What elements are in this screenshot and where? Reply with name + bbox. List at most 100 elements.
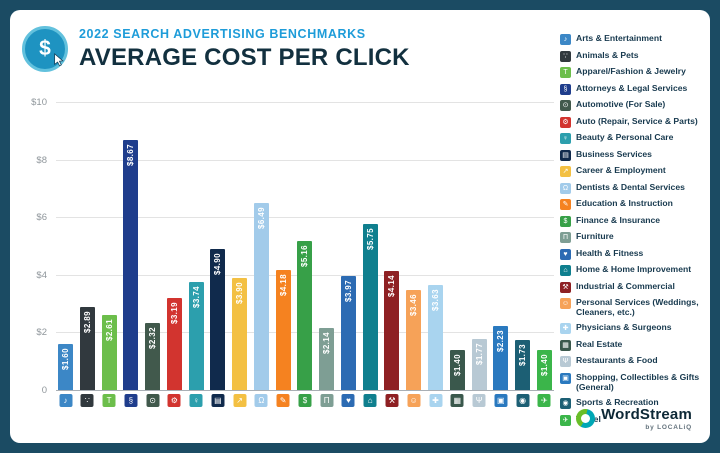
legend-item: ⌂ Home & Home Improvement [560, 264, 706, 276]
legend-label: Business Services [576, 148, 652, 159]
bar-value-label: $1.40 [452, 353, 462, 376]
legend-item: § Attorneys & Legal Services [560, 83, 706, 95]
bar-column: $3.74 ♀ [187, 102, 206, 407]
person-icon: ☺ [407, 394, 421, 407]
bar-value-label: $6.49 [256, 207, 266, 230]
legend-item: ✎ Education & Instruction [560, 198, 706, 210]
music-note-icon: ♪ [560, 34, 571, 45]
bar: $4.14 [384, 270, 400, 390]
legend-item: Π Furniture [560, 231, 706, 243]
paw-icon: ∵ [560, 50, 571, 62]
bar: $3.90 [232, 277, 248, 390]
dollar-icon: $ [298, 394, 312, 407]
pencil-icon: ✎ [276, 394, 290, 407]
legend-label: Physicians & Surgeons [576, 322, 672, 333]
briefcase-icon: ▤ [560, 149, 571, 161]
legend-item: $ Finance & Insurance [560, 215, 706, 227]
legend-label: Apparel/Fashion & Jewelry [576, 66, 686, 76]
ball-icon: ◉ [516, 394, 530, 407]
bar-column: $1.40 ✈ [535, 102, 554, 407]
bar: $5.16 [297, 241, 313, 390]
hammer-icon: ⚒ [560, 281, 571, 293]
y-tick-label: 0 [41, 385, 47, 396]
gridline [56, 217, 554, 219]
bar: $2.23 [493, 325, 509, 390]
career-growth-icon: ↗ [560, 166, 571, 177]
gift-box-icon: ▣ [494, 394, 508, 407]
legend-item: ☺ Personal Services (Weddings, Cleaners,… [560, 297, 706, 318]
bar: $4.90 [210, 248, 226, 390]
bar-value-label: $1.60 [61, 347, 70, 370]
person-icon: ☺ [560, 298, 571, 309]
tooth-icon: Ω [254, 394, 268, 407]
bar-column: $1.73 ◉ [513, 102, 532, 407]
legend-label: Sports & Recreation [576, 397, 659, 408]
tshirt-icon: T [560, 67, 571, 78]
bar: $2.61 [101, 314, 117, 390]
bar-column: $1.77 Ψ [470, 102, 489, 407]
heart-icon: ♥ [341, 394, 355, 407]
page-title: AVERAGE COST PER CLICK [79, 43, 410, 71]
legend-item: ⊙ Automotive (For Sale) [560, 99, 706, 111]
bar-column: $3.97 ♥ [339, 102, 358, 407]
bar-column: $4.90 ▤ [208, 102, 227, 407]
gridline [56, 102, 554, 103]
bar: $3.63 [428, 285, 444, 390]
legend-label: Beauty & Personal Care [576, 132, 674, 142]
dollar-icon: $ [560, 215, 571, 227]
bar: $3.97 [340, 275, 356, 390]
gift-box-icon: ▣ [560, 372, 571, 384]
brand-subtitle: by LOCALiQ [645, 424, 692, 431]
medical-cross-icon: ✚ [560, 323, 571, 335]
infographic-card: $ 2022 SEARCH ADVERTISING BENCHMARKS AVE… [10, 10, 710, 443]
bar-value-label: $1.73 [518, 344, 528, 367]
plane-icon: ✈ [537, 394, 551, 407]
legend-label: Home & Home Improvement [576, 264, 692, 274]
bar-column: $2.61 T [100, 102, 119, 407]
bar: $3.46 [406, 290, 422, 390]
bar-value-label: $2.89 [82, 310, 92, 333]
y-tick-label: $4 [36, 269, 47, 281]
furniture-icon: Π [560, 232, 571, 243]
bar-value-label: $5.75 [365, 228, 375, 251]
bar-value-label: $2.32 [148, 327, 158, 350]
bar: $1.77 [471, 339, 487, 390]
bar-column: $6.49 Ω [252, 102, 271, 407]
legend-item: ▣ Shopping, Collectibles & Gifts (Genera… [560, 372, 706, 393]
bar: $6.49 [253, 203, 269, 390]
bar-value-label: $2.23 [496, 329, 506, 352]
y-tick-label: $6 [36, 212, 47, 224]
music-note-icon: ♪ [59, 394, 72, 407]
house-icon: ⌂ [560, 265, 571, 276]
building-icon: ▦ [560, 339, 571, 351]
legend-item: ♪ Arts & Entertainment [560, 33, 706, 45]
legal-section-icon: § [124, 394, 138, 407]
legend: ♪ Arts & Entertainment ∵ Animals & Pets … [560, 33, 706, 426]
bar-column: $3.90 ↗ [230, 102, 249, 407]
legend-label: Real Estate [576, 338, 623, 349]
legend-label: Education & Instruction [576, 198, 673, 208]
bar-column: $2.89 ∵ [78, 102, 97, 407]
bar-column: $2.14 Π [317, 102, 336, 407]
hammer-icon: ⚒ [385, 394, 399, 407]
wrench-gear-icon: ⚙ [167, 394, 181, 407]
legend-label: Industrial & Commercial [576, 280, 675, 291]
bar-value-label: $5.16 [300, 245, 310, 268]
bar-value-label: $4.18 [278, 273, 288, 296]
bar-value-label: $3.46 [409, 294, 419, 317]
bar-value-label: $4.14 [387, 274, 397, 297]
tshirt-icon: T [102, 394, 116, 407]
legend-label: Dentists & Dental Services [576, 181, 685, 192]
legend-item: ⚒ Industrial & Commercial [560, 280, 706, 293]
bar-value-label: $4.90 [213, 252, 223, 275]
legend-item: ↗ Career & Employment [560, 165, 706, 177]
bars: $1.60 ♪ $2.89 ∵ $2.61 T $8.67 § $2.32 ⊙ … [56, 102, 554, 407]
footer-logo: WordStream by LOCALiQ [576, 406, 692, 431]
kicker: 2022 SEARCH ADVERTISING BENCHMARKS [79, 26, 366, 41]
bar-value-label: $3.74 [191, 286, 201, 309]
bar-value-label: $3.63 [431, 289, 441, 312]
bar: $1.73 [515, 340, 531, 390]
car-icon: ⊙ [146, 394, 160, 407]
legend-label: Auto (Repair, Service & Parts) [576, 115, 698, 126]
bar-value-label: $3.97 [343, 279, 353, 302]
